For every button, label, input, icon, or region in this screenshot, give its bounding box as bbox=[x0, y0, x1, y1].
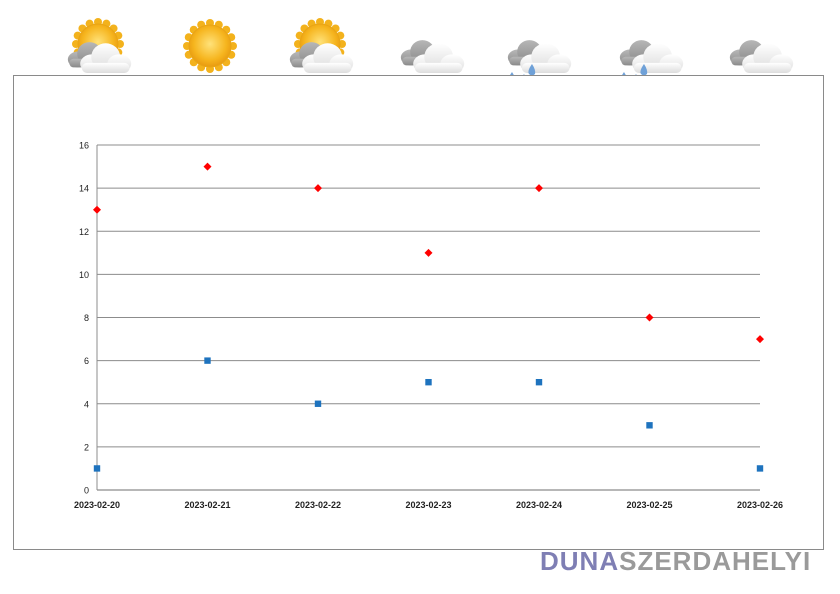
temperature-chart: 0 2 4 6 8 10 12 14 16 2023-02-20 2023-02-21 2023-02… bbox=[74, 141, 783, 511]
x-tick-label: 2023-02-20 bbox=[74, 500, 120, 510]
y-tick-label: 4 bbox=[84, 399, 89, 409]
cloudy-icon bbox=[400, 40, 465, 96]
data-point-high bbox=[314, 184, 322, 193]
data-point-low bbox=[314, 400, 322, 407]
logo-text-part1: DUNA bbox=[540, 546, 620, 576]
chart-frame: 0 2 4 6 8 10 12 14 16 2023-02-20 2023-02-21 2023-02… bbox=[13, 75, 824, 550]
data-point-low bbox=[425, 378, 432, 386]
y-tick-label: 0 bbox=[84, 486, 89, 496]
data-point-high bbox=[645, 313, 654, 322]
data-point-high bbox=[535, 184, 543, 193]
rain-icon bbox=[507, 40, 572, 96]
y-tick-label: 8 bbox=[84, 313, 89, 323]
data-point-high bbox=[424, 248, 433, 257]
data-point-low bbox=[535, 378, 543, 386]
y-tick-label: 2 bbox=[84, 442, 89, 452]
x-tick-label: 2023-02-25 bbox=[626, 500, 672, 510]
x-tick-label: 2023-02-23 bbox=[405, 500, 451, 510]
partly-sunny-icon bbox=[67, 18, 132, 96]
y-tick-label: 14 bbox=[79, 184, 89, 194]
x-tick-label: 2023-02-22 bbox=[295, 500, 341, 510]
publisher-logo: DUNASZERDAHELYI bbox=[540, 545, 811, 577]
weather-icons-row bbox=[67, 18, 794, 96]
data-point-high bbox=[756, 335, 764, 344]
x-tick-label: 2023-02-24 bbox=[516, 500, 562, 510]
y-tick-label: 12 bbox=[79, 227, 89, 237]
data-point-low bbox=[756, 465, 764, 472]
data-point-low bbox=[204, 357, 211, 364]
data-point-high bbox=[203, 162, 212, 171]
data-point-low bbox=[93, 465, 101, 472]
data-point-low bbox=[646, 422, 653, 429]
y-tick-label: 6 bbox=[84, 356, 89, 366]
cloudy-icon bbox=[729, 40, 794, 96]
rain-icon bbox=[619, 40, 684, 96]
data-point-high bbox=[93, 205, 101, 214]
logo-text-part2: SZERDAHELYI bbox=[619, 546, 812, 576]
y-tick-label: 16 bbox=[79, 141, 89, 151]
x-tick-label: 2023-02-21 bbox=[184, 500, 230, 510]
x-tick-label: 2023-02-26 bbox=[737, 500, 783, 510]
y-tick-label: 10 bbox=[79, 270, 89, 280]
